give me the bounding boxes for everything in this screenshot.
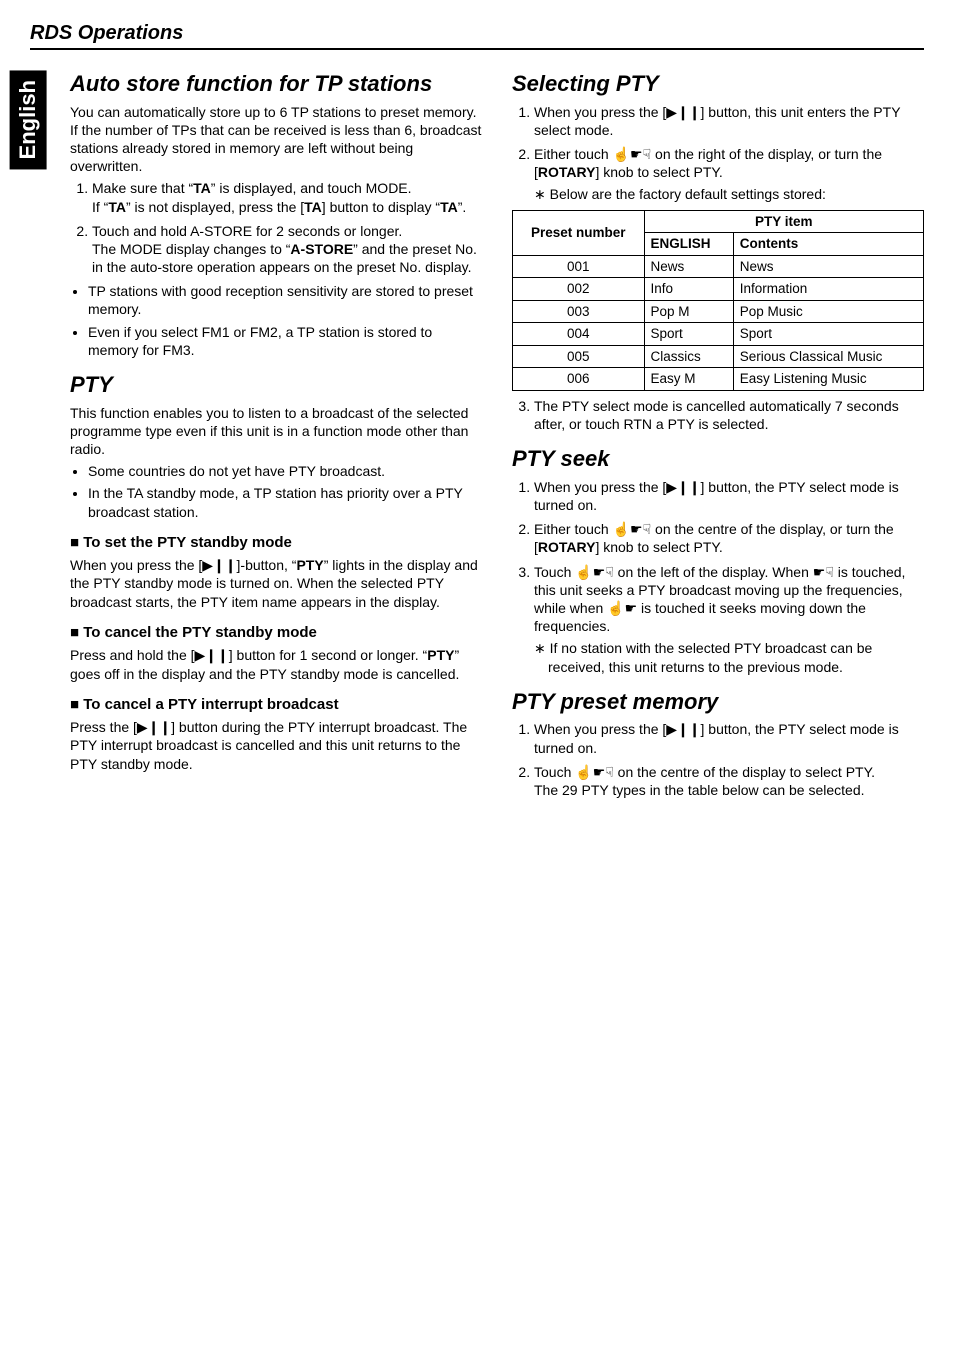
table-row: 003Pop MPop Music [513, 300, 924, 323]
table-row: 005ClassicsSerious Classical Music [513, 345, 924, 368]
table-row: 001NewsNews [513, 255, 924, 278]
pty-table: Preset number PTY item ENGLISH Contents … [512, 210, 924, 391]
table-row: 004SportSport [513, 323, 924, 346]
list-item: TP stations with good reception sensitiv… [88, 282, 482, 318]
heading-selecting-pty: Selecting PTY [512, 70, 924, 99]
list-item: If no station with the selected PTY broa… [548, 639, 924, 675]
list-item: In the TA standby mode, a TP station has… [88, 484, 482, 520]
set-standby-text: When you press the [▶❙❙]-button, “PTY” l… [70, 556, 482, 611]
language-tab: English [10, 70, 47, 169]
list-item: When you press the [▶❙❙] button, this un… [534, 103, 924, 139]
hand-down-icon: ☟ [605, 564, 614, 580]
list-item: Make sure that “TA” is displayed, and to… [92, 179, 482, 215]
list-item: Either touch ☝☛☟ on the centre of the di… [534, 520, 924, 556]
th-pty-item: PTY item [644, 210, 924, 233]
list-item: Touch and hold A-STORE for 2 seconds or … [92, 222, 482, 277]
selecting-steps-cont: The PTY select mode is cancelled automat… [512, 397, 924, 433]
list-item: Either touch ☝☛☟ on the right of the dis… [534, 145, 924, 204]
th-english: ENGLISH [644, 233, 733, 256]
th-preset: Preset number [513, 210, 645, 255]
right-column: Selecting PTY When you press the [▶❙❙] b… [512, 58, 924, 805]
list-item: Below are the factory default settings s… [548, 185, 924, 203]
pty-intro: This function enables you to listen to a… [70, 404, 482, 459]
list-item: Even if you select FM1 or FM2, a TP stat… [88, 323, 482, 359]
subhead-cancel-interrupt: ■ To cancel a PTY interrupt broadcast [70, 695, 482, 715]
th-contents: Contents [733, 233, 923, 256]
hand-point-icon: ☛ [630, 521, 643, 537]
seek-steps: When you press the [▶❙❙] button, the PTY… [512, 478, 924, 676]
play-pause-icon: ▶❙❙ [666, 479, 700, 495]
table-row: 002InfoInformation [513, 278, 924, 301]
pty-notes: Some countries do not yet have PTY broad… [70, 462, 482, 521]
hand-point-icon: ☛ [625, 600, 638, 616]
star-list: Below are the factory default settings s… [534, 185, 924, 203]
memory-steps: When you press the [▶❙❙] button, the PTY… [512, 720, 924, 799]
cancel-interrupt-text: Press the [▶❙❙] button during the PTY in… [70, 718, 482, 773]
hand-point-icon: ☛ [593, 764, 606, 780]
cancel-standby-text: Press and hold the [▶❙❙] button for 1 se… [70, 646, 482, 682]
list-item: When you press the [▶❙❙] button, the PTY… [534, 720, 924, 756]
list-item: The PTY select mode is cancelled automat… [534, 397, 924, 433]
hand-up-icon: ☝ [575, 764, 592, 780]
hand-up-icon: ☝ [613, 521, 630, 537]
subhead-cancel-standby: ■ To cancel the PTY standby mode [70, 623, 482, 643]
left-column: Auto store function for TP stations You … [70, 58, 482, 805]
hand-up-icon: ☝ [607, 600, 624, 616]
page-header: RDS Operations [30, 20, 924, 50]
hand-down-icon: ☟ [643, 521, 652, 537]
play-pause-icon: ▶❙❙ [666, 104, 700, 120]
content-columns: Auto store function for TP stations You … [70, 58, 924, 805]
list-item: When you press the [▶❙❙] button, the PTY… [534, 478, 924, 514]
hand-point-icon: ☛ [630, 146, 643, 162]
auto-steps: Make sure that “TA” is displayed, and to… [70, 179, 482, 276]
table-row: 006Easy MEasy Listening Music [513, 368, 924, 391]
subhead-set-standby: ■ To set the PTY standby mode [70, 533, 482, 553]
list-item: Some countries do not yet have PTY broad… [88, 462, 482, 480]
play-pause-icon: ▶❙❙ [202, 557, 236, 573]
list-item: Touch ☝☛☟ on the centre of the display t… [534, 763, 924, 799]
hand-down-icon: ☟ [605, 764, 614, 780]
hand-down-icon: ☟ [825, 564, 834, 580]
play-pause-icon: ▶❙❙ [195, 647, 229, 663]
auto-intro: You can automatically store up to 6 TP s… [70, 103, 482, 176]
hand-point-icon: ☛ [813, 564, 826, 580]
heading-pty-seek: PTY seek [512, 445, 924, 474]
star-list: If no station with the selected PTY broa… [534, 639, 924, 675]
hand-point-icon: ☛ [593, 564, 606, 580]
heading-auto-store: Auto store function for TP stations [70, 70, 482, 99]
hand-down-icon: ☟ [643, 146, 652, 162]
selecting-steps: When you press the [▶❙❙] button, this un… [512, 103, 924, 204]
hand-up-icon: ☝ [575, 564, 592, 580]
play-pause-icon: ▶❙❙ [137, 719, 171, 735]
hand-up-icon: ☝ [613, 146, 630, 162]
heading-pty-memory: PTY preset memory [512, 688, 924, 717]
auto-notes: TP stations with good reception sensitiv… [70, 282, 482, 359]
list-item: Touch ☝☛☟ on the left of the display. Wh… [534, 563, 924, 676]
play-pause-icon: ▶❙❙ [666, 721, 700, 737]
heading-pty: PTY [70, 371, 482, 400]
